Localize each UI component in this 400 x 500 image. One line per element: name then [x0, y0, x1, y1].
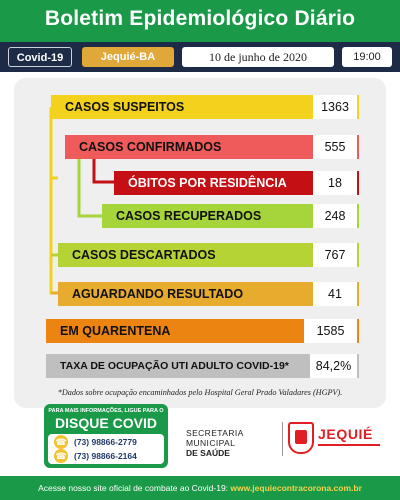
secretaria-logo: SECRETARIA MUNICIPAL DE SAÚDE [186, 428, 286, 458]
disque-caption: PARA MAIS INFORMAÇÕES, LIGUE PARA O [48, 408, 164, 414]
row-casos-suspeitos: CASOS SUSPEITOS 1363 [51, 95, 359, 119]
row-value: 1363 [313, 95, 357, 119]
row-em-quarentena: EM QUARENTENA 1585 [46, 319, 359, 343]
header-bar: Boletim Epidemiológico Diário [0, 0, 400, 42]
disease-tag: Covid-19 [8, 47, 72, 67]
row-casos-descartados: CASOS DESCARTADOS 767 [58, 243, 359, 267]
phone-icon: ☎ [54, 435, 68, 449]
row-label: TAXA DE OCUPAÇÃO UTI ADULTO COVID-19* [60, 360, 289, 372]
row-casos-confirmados: CASOS CONFIRMADOS 555 [65, 135, 359, 159]
footnote: *Dados sobre ocupação encaminhados pelo … [57, 388, 343, 397]
seal-inner [295, 430, 307, 444]
city-logo-text: JEQUIÉ [318, 426, 373, 442]
row-label: CASOS SUSPEITOS [65, 100, 185, 114]
row-aguardando-resultado: AGUARDANDO RESULTADO 41 [58, 282, 359, 306]
row-value: 41 [313, 282, 357, 306]
row-value: 767 [313, 243, 357, 267]
row-casos-recuperados: CASOS RECUPERADOS 248 [102, 204, 359, 228]
row-value: 1585 [304, 319, 357, 343]
row-label: EM QUARENTENA [60, 324, 171, 338]
logo-divider [282, 422, 283, 456]
row-value: 18 [313, 171, 357, 195]
footer-link[interactable]: www.jequiecontracorona.com.br [230, 483, 362, 493]
row-label: CASOS RECUPERADOS [116, 209, 262, 223]
phone-icon: ☎ [54, 449, 68, 463]
info-bar: Covid-19 Jequié-BA 10 de junho de 2020 1… [0, 42, 400, 72]
connector-line-recuperados [77, 158, 102, 218]
secretaria-line2: DE SAÚDE [186, 448, 230, 458]
row-obitos: ÓBITOS POR RESIDÊNCIA 18 [114, 171, 359, 195]
secretaria-line1: SECRETARIA MUNICIPAL [186, 428, 244, 448]
time-tag: 19:00 [342, 47, 392, 67]
city-tag: Jequié-BA [82, 47, 174, 67]
connector-line-suspeitos-lower [49, 178, 58, 295]
date-tag: 10 de junho de 2020 [182, 47, 334, 67]
row-label: ÓBITOS POR RESIDÊNCIA [128, 176, 287, 190]
city-seal-icon [288, 422, 314, 454]
phone-number-1[interactable]: (73) 98866-2779 [74, 437, 137, 447]
row-taxa-uti: TAXA DE OCUPAÇÃO UTI ADULTO COVID-19* 84… [46, 354, 359, 378]
connector-line-obitos [92, 158, 114, 184]
phone-number-2[interactable]: (73) 98866-2164 [74, 451, 137, 461]
disque-covid-card: PARA MAIS INFORMAÇÕES, LIGUE PARA O DISQ… [44, 404, 168, 468]
footer-bar: Acesse nosso site oficial de combate ao … [0, 476, 400, 500]
row-value: 84,2% [310, 354, 357, 378]
row-value: 555 [313, 135, 357, 159]
footer-text: Acesse nosso site oficial de combate ao … [38, 483, 229, 493]
row-label: CASOS DESCARTADOS [72, 248, 216, 262]
row-label: AGUARDANDO RESULTADO [72, 287, 244, 301]
disque-title: DISQUE COVID [55, 415, 157, 431]
row-label: CASOS CONFIRMADOS [79, 140, 222, 154]
city-logo-underline [318, 444, 380, 446]
phone-box: ☎ (73) 98866-2779 ☎ (73) 98866-2164 [48, 434, 164, 464]
row-value: 248 [313, 204, 357, 228]
page-title: Boletim Epidemiológico Diário [44, 7, 356, 30]
